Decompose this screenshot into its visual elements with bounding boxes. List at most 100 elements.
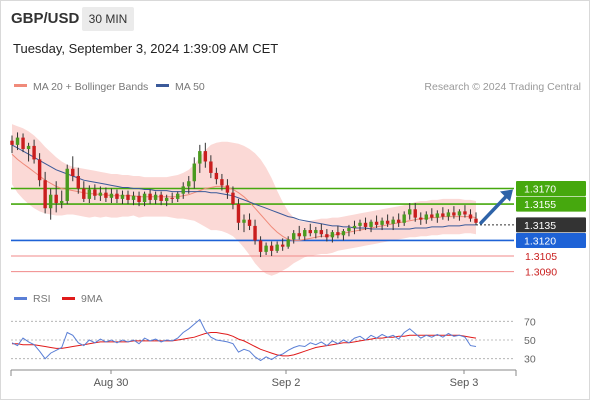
bearish-candle	[258, 240, 263, 252]
ma20-legend-label: MA 20 + Bollinger Bands	[33, 81, 148, 93]
price-legend: MA 20 + Bollinger Bands MA 50 Research ©…	[14, 81, 581, 93]
bearish-candle	[148, 193, 152, 200]
bullish-candle	[314, 230, 318, 234]
bullish-candle	[292, 233, 296, 240]
bullish-candle	[341, 231, 346, 236]
bullish-candle	[424, 214, 428, 220]
rsi-ma-legend-swatch	[62, 297, 75, 300]
bearish-candle	[54, 194, 58, 204]
resistance-label: 1.3170	[524, 184, 556, 196]
rsi-legend-label: RSI	[33, 293, 51, 305]
chart-header: GBP/USD 30 MIN	[0, 0, 590, 36]
bullish-candle	[131, 195, 136, 200]
bearish-candle	[93, 189, 97, 196]
bearish-candle	[10, 140, 14, 145]
bullish-candle	[242, 219, 246, 223]
bearish-candle	[225, 185, 230, 193]
rsi-line	[11, 318, 477, 362]
pivot-label: 1.3120	[524, 235, 556, 247]
resistance-label-box	[516, 196, 586, 212]
bullish-candle	[369, 221, 373, 227]
rsi-tick-label: 70	[524, 316, 536, 328]
bearish-candle	[209, 161, 213, 173]
time-tick-label: Aug 30	[94, 377, 129, 389]
bearish-candle	[452, 212, 456, 216]
ma50-legend-label: MA 50	[175, 81, 205, 93]
rsi-ma-legend-label: 9MA	[81, 293, 103, 305]
bullish-candle	[164, 197, 169, 201]
time-axis: Aug 30 Sep 2 Sep 3	[10, 369, 517, 389]
bearish-candle	[280, 244, 285, 247]
bearish-candle	[76, 176, 80, 189]
bearish-candle	[308, 230, 312, 234]
rsi-legend-swatch	[14, 297, 27, 300]
bearish-candle	[82, 188, 86, 199]
bearish-candle	[32, 145, 36, 160]
bearish-candle	[336, 232, 340, 236]
ma20-legend-swatch	[14, 84, 27, 87]
bearish-candle	[214, 172, 219, 180]
bullish-candle	[87, 189, 92, 199]
rsi-tick-label: 30	[524, 354, 536, 366]
bullish-candle	[330, 232, 335, 238]
bearish-candle	[104, 192, 108, 198]
bearish-candle	[463, 211, 467, 215]
forecast-arrow	[479, 192, 510, 225]
forecast-arrow-head	[500, 189, 513, 202]
bearish-candle	[71, 168, 75, 177]
symbol-title: GBP/USD	[11, 10, 80, 27]
bearish-candle	[297, 233, 301, 237]
bullish-candle	[380, 220, 384, 225]
bullish-candle	[358, 222, 362, 226]
bearish-candle	[37, 159, 42, 181]
bullish-candle	[275, 244, 279, 251]
rsi-tick-label: 50	[524, 335, 536, 347]
rsi-legend: RSI 9MA	[14, 293, 103, 305]
bullish-candle	[142, 193, 147, 203]
resistance-label-box	[516, 181, 586, 196]
bullish-candle	[60, 200, 64, 204]
bullish-candle	[446, 212, 451, 217]
bearish-candle	[385, 220, 390, 224]
rsi-ma-line	[12, 332, 477, 357]
bearish-candle	[253, 225, 257, 241]
bearish-candle	[441, 213, 445, 217]
time-tick-label: Sep 2	[272, 377, 301, 389]
rsi-plot: 70 50 30	[11, 316, 536, 366]
bullish-candle	[303, 230, 307, 237]
bearish-candle	[396, 219, 401, 223]
research-credit: Research © 2024 Trading Central	[424, 81, 581, 93]
timeframe-button[interactable]: 30 MIN	[82, 7, 134, 31]
bearish-candle	[468, 214, 473, 219]
bearish-candle	[159, 194, 163, 201]
bearish-candle	[419, 217, 423, 220]
bullish-candle	[264, 245, 268, 252]
bearish-candle	[374, 221, 379, 225]
bullish-candle	[408, 209, 412, 215]
bullish-candle	[198, 151, 202, 164]
bullish-candle	[187, 181, 191, 187]
bearish-candle	[430, 214, 434, 218]
bullish-candle	[402, 214, 406, 223]
bullish-candle	[435, 213, 440, 218]
support-label: 1.3090	[525, 267, 557, 279]
bullish-candle	[391, 219, 395, 224]
bearish-candle	[236, 204, 241, 223]
bearish-candle	[231, 192, 235, 205]
bearish-candle	[115, 193, 119, 199]
bullish-candle	[109, 193, 114, 198]
time-tick-label: Sep 3	[450, 377, 479, 389]
ma50-legend-swatch	[156, 84, 169, 87]
bullish-candle	[48, 194, 53, 209]
bearish-candle	[474, 218, 478, 223]
bearish-candle	[363, 222, 368, 227]
bearish-candle	[413, 209, 417, 218]
bullish-candle	[26, 145, 31, 150]
pivot-label-box	[516, 232, 586, 248]
bullish-candle	[176, 193, 180, 199]
bullish-candle	[153, 194, 158, 200]
resistance-label: 1.3155	[524, 199, 556, 211]
bullish-candle	[181, 186, 185, 194]
bearish-candle	[247, 219, 252, 226]
